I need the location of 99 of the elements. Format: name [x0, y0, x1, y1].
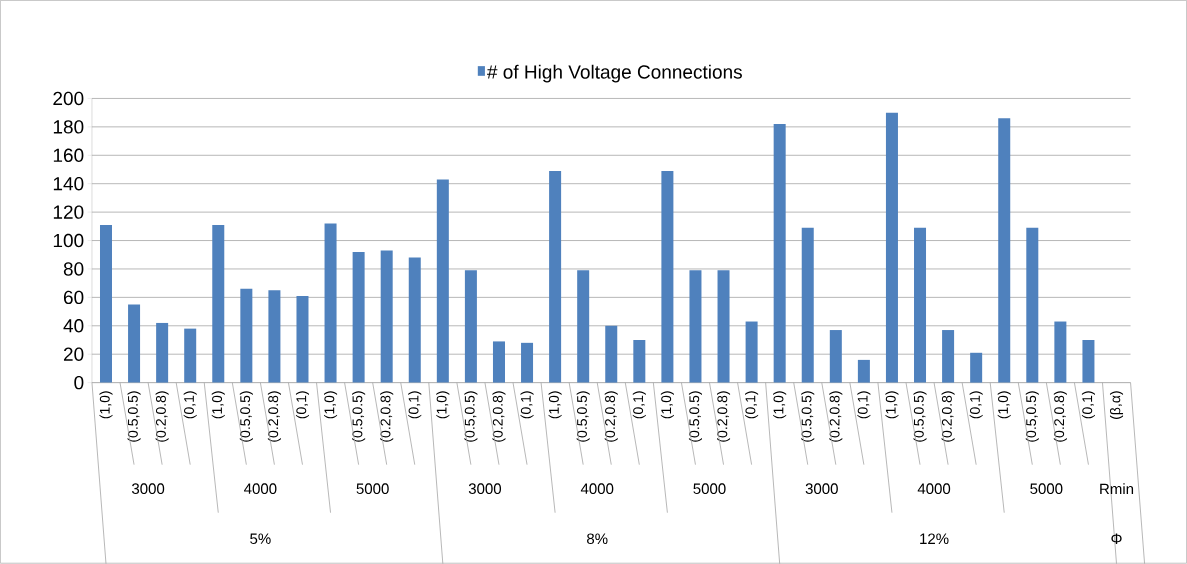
text: 5000 — [1030, 483, 1063, 494]
text: 8% — [587, 533, 608, 544]
text: 3000 — [468, 483, 502, 494]
x-tick-label: (1,0) — [436, 391, 450, 419]
x-tick-label: (1,0) — [548, 391, 562, 419]
bar — [689, 270, 702, 383]
bar — [801, 227, 814, 383]
bar — [521, 342, 534, 383]
x-tick-label: (0.5,0.5) — [1025, 391, 1039, 442]
bar — [324, 223, 337, 383]
bar — [464, 270, 477, 383]
x-tick-label: (0.5,0.5) — [913, 391, 927, 442]
bar — [633, 339, 646, 383]
x-tick-label: (0.2,0.8) — [380, 391, 394, 442]
bar — [605, 325, 618, 383]
bar — [857, 359, 870, 383]
bar — [661, 170, 674, 383]
bar — [268, 290, 281, 383]
x-tick-label: (1,0) — [885, 391, 899, 419]
x-tick-label: (0.5,0.5) — [239, 391, 253, 442]
text: 3000 — [805, 483, 838, 494]
bar — [408, 257, 421, 383]
text: 4000 — [580, 483, 614, 494]
bar — [240, 288, 253, 383]
bar — [717, 270, 730, 383]
bar — [492, 341, 505, 383]
bar — [549, 170, 562, 383]
x-tick-label: (0.2,0.8) — [492, 391, 506, 442]
x-tick-label: (0,1) — [520, 391, 534, 419]
x-tick-label: (1,0) — [773, 391, 787, 419]
bar — [436, 179, 449, 383]
text: 5000 — [693, 483, 726, 494]
bar — [380, 250, 393, 383]
x-tick-label: (0.2,0.8) — [604, 391, 618, 442]
bar — [745, 321, 758, 383]
bar — [998, 118, 1011, 383]
x-tick-label: (0.5,0.5) — [801, 391, 815, 442]
text: 4000 — [244, 483, 277, 494]
legend-label: # of High Voltage Connections — [487, 64, 742, 83]
x-tick-label: (β,α) — [1109, 391, 1124, 419]
x-tick-label: (0,1) — [745, 391, 759, 419]
x-tick-label: (0.2,0.8) — [717, 391, 731, 442]
y-tick-label: 40 — [63, 318, 84, 333]
y-tick-label: 120 — [53, 205, 84, 219]
bar — [942, 329, 955, 383]
x-tick-label: (0,1) — [183, 391, 197, 419]
x-tick-label: (0,1) — [295, 391, 310, 419]
bar — [99, 224, 112, 383]
y-tick-label: 180 — [53, 120, 84, 134]
bar — [1026, 227, 1039, 383]
bar — [212, 224, 225, 383]
bar — [773, 123, 786, 383]
y-tick-label: 0 — [74, 375, 84, 390]
x-tick-label: (0,1) — [408, 391, 422, 419]
x-tick-label: (1,0) — [99, 391, 113, 419]
x-tick-label: (1,0) — [660, 391, 674, 419]
y-tick-label: 20 — [63, 347, 84, 361]
x-tick-label: (0.2,0.8) — [941, 391, 955, 442]
y-tick-label: 80 — [63, 262, 84, 276]
x-tick-label: (0.2,0.8) — [829, 391, 843, 442]
y-tick-label: 60 — [63, 290, 84, 305]
bar — [156, 322, 169, 383]
bar — [970, 352, 983, 383]
x-tick-label: (0,1) — [1081, 391, 1095, 419]
x-tick-label: (0,1) — [969, 391, 983, 419]
x-tick-label: (0.5,0.5) — [127, 391, 141, 442]
text: 5000 — [356, 483, 389, 494]
bar — [577, 270, 590, 383]
text: 4000 — [917, 483, 951, 494]
x-tick-label: (0.5,0.5) — [576, 391, 590, 442]
x-tick-label: (0.2,0.8) — [155, 391, 169, 442]
bar — [128, 304, 141, 383]
y-tick-label: 160 — [53, 148, 84, 162]
y-tick-label: 200 — [53, 91, 84, 106]
bar — [829, 329, 842, 383]
x-tick-label: (0.2,0.8) — [267, 391, 281, 442]
bar — [885, 112, 898, 383]
bar — [914, 227, 927, 383]
x-tick-label: (1,0) — [324, 391, 338, 419]
x-tick-label: (0.5,0.5) — [352, 391, 366, 442]
text: 5% — [250, 533, 271, 544]
y-tick-label: 100 — [53, 233, 84, 248]
x-tick-label: (1,0) — [211, 391, 225, 419]
text: 12% — [920, 533, 949, 544]
bar — [1054, 321, 1067, 383]
x-tick-label: (0.5,0.5) — [688, 391, 702, 442]
x-tick-label: (0,1) — [632, 391, 646, 419]
x-tick-label: (1,0) — [997, 391, 1011, 419]
text: Rmin — [1100, 483, 1134, 495]
bar — [352, 251, 365, 383]
bar — [296, 295, 309, 383]
x-tick-label: (0.2,0.8) — [1053, 391, 1067, 442]
y-tick-label: 140 — [53, 176, 84, 191]
bar — [1082, 339, 1095, 383]
text: 3000 — [131, 483, 165, 494]
text: Φ — [1111, 533, 1122, 544]
x-tick-label: (0.5,0.5) — [464, 391, 478, 442]
bar — [184, 328, 197, 383]
x-tick-label: (0,1) — [857, 391, 871, 419]
